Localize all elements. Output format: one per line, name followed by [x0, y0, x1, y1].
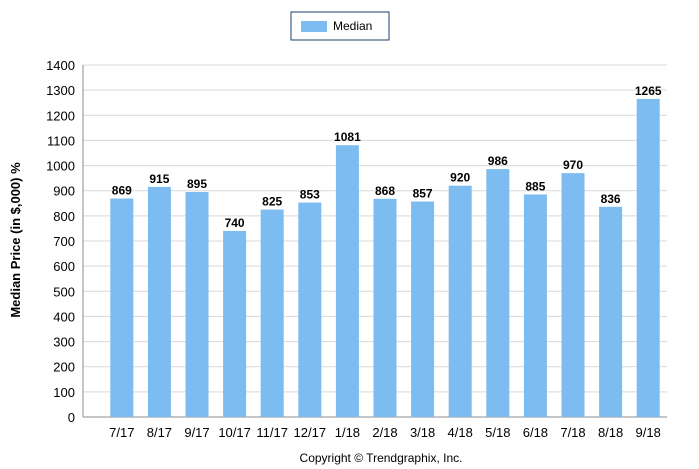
y-tick-label: 0	[68, 410, 75, 425]
x-tick-label: 10/17	[218, 425, 251, 440]
data-label: 740	[225, 216, 245, 230]
x-tick-label: 1/18	[335, 425, 360, 440]
y-tick-label: 300	[53, 335, 75, 350]
x-tick-label: 4/18	[448, 425, 473, 440]
x-tick-label: 9/18	[636, 425, 661, 440]
y-tick-label: 700	[53, 234, 75, 249]
x-tick-label: 7/17	[109, 425, 134, 440]
data-label: 915	[149, 172, 169, 186]
data-label: 857	[413, 187, 433, 201]
label-layer: 869 915 895 740 825 853 1081 868 857 920 986 885 970…	[112, 84, 662, 230]
x-tick-label: 5/18	[485, 425, 510, 440]
x-tick-label: 9/17	[184, 425, 209, 440]
data-label: 920	[450, 171, 470, 185]
bar	[110, 198, 134, 417]
bar	[486, 169, 510, 417]
copyright-text: Copyright © Trendgraphix, Inc.	[300, 451, 463, 465]
y-tick-label: 1300	[46, 83, 75, 98]
bar	[185, 191, 209, 417]
x-tick-label: 8/17	[147, 425, 172, 440]
data-label: 1081	[334, 130, 361, 144]
bar	[636, 98, 660, 417]
y-tick-label: 100	[53, 385, 75, 400]
x-tick-label: 3/18	[410, 425, 435, 440]
bar	[298, 202, 322, 417]
bar	[223, 230, 247, 417]
data-label: 885	[525, 179, 545, 193]
x-tick-label: 11/17	[256, 425, 288, 440]
y-tick-label: 1100	[47, 133, 75, 148]
bar	[561, 173, 585, 417]
y-tick-label: 400	[53, 309, 75, 324]
x-tick-label: 8/18	[598, 425, 623, 440]
x-tick-label: 2/18	[372, 425, 397, 440]
x-tick-label: 12/17	[294, 425, 327, 440]
y-tick-label: 500	[53, 284, 75, 299]
bar-layer	[110, 98, 660, 417]
data-label: 1265	[635, 84, 662, 98]
bar	[373, 198, 397, 417]
data-label: 869	[112, 184, 132, 198]
y-tick-label: 800	[53, 209, 75, 224]
data-label: 853	[300, 188, 320, 202]
y-tick-label: 200	[53, 360, 75, 375]
bar	[411, 201, 435, 417]
bar	[335, 145, 359, 417]
y-tick-label: 1400	[46, 58, 75, 73]
axis-layer: 0 100 200 300 400 500 600 700 800 900 1000 1100 1200…	[46, 58, 661, 440]
x-tick-label: 6/18	[523, 425, 548, 440]
data-label: 895	[187, 177, 207, 191]
y-axis-title: Median Price (in $,000) %	[8, 162, 23, 318]
y-tick-label: 1000	[46, 159, 75, 174]
y-tick-label: 600	[53, 259, 75, 274]
bar	[523, 194, 547, 417]
bar	[260, 209, 284, 417]
data-label: 836	[601, 192, 621, 206]
data-label: 986	[488, 154, 508, 168]
bar	[599, 206, 623, 417]
data-label: 825	[262, 195, 282, 209]
bar	[448, 185, 472, 417]
y-tick-label: 900	[53, 184, 75, 199]
legend-label: Median	[333, 19, 372, 33]
x-tick-label: 7/18	[560, 425, 585, 440]
legend: Median	[290, 11, 390, 41]
data-label: 970	[563, 158, 583, 172]
legend-swatch	[301, 21, 327, 32]
bar	[147, 186, 171, 417]
data-label: 868	[375, 184, 395, 198]
y-tick-label: 1200	[46, 108, 75, 123]
